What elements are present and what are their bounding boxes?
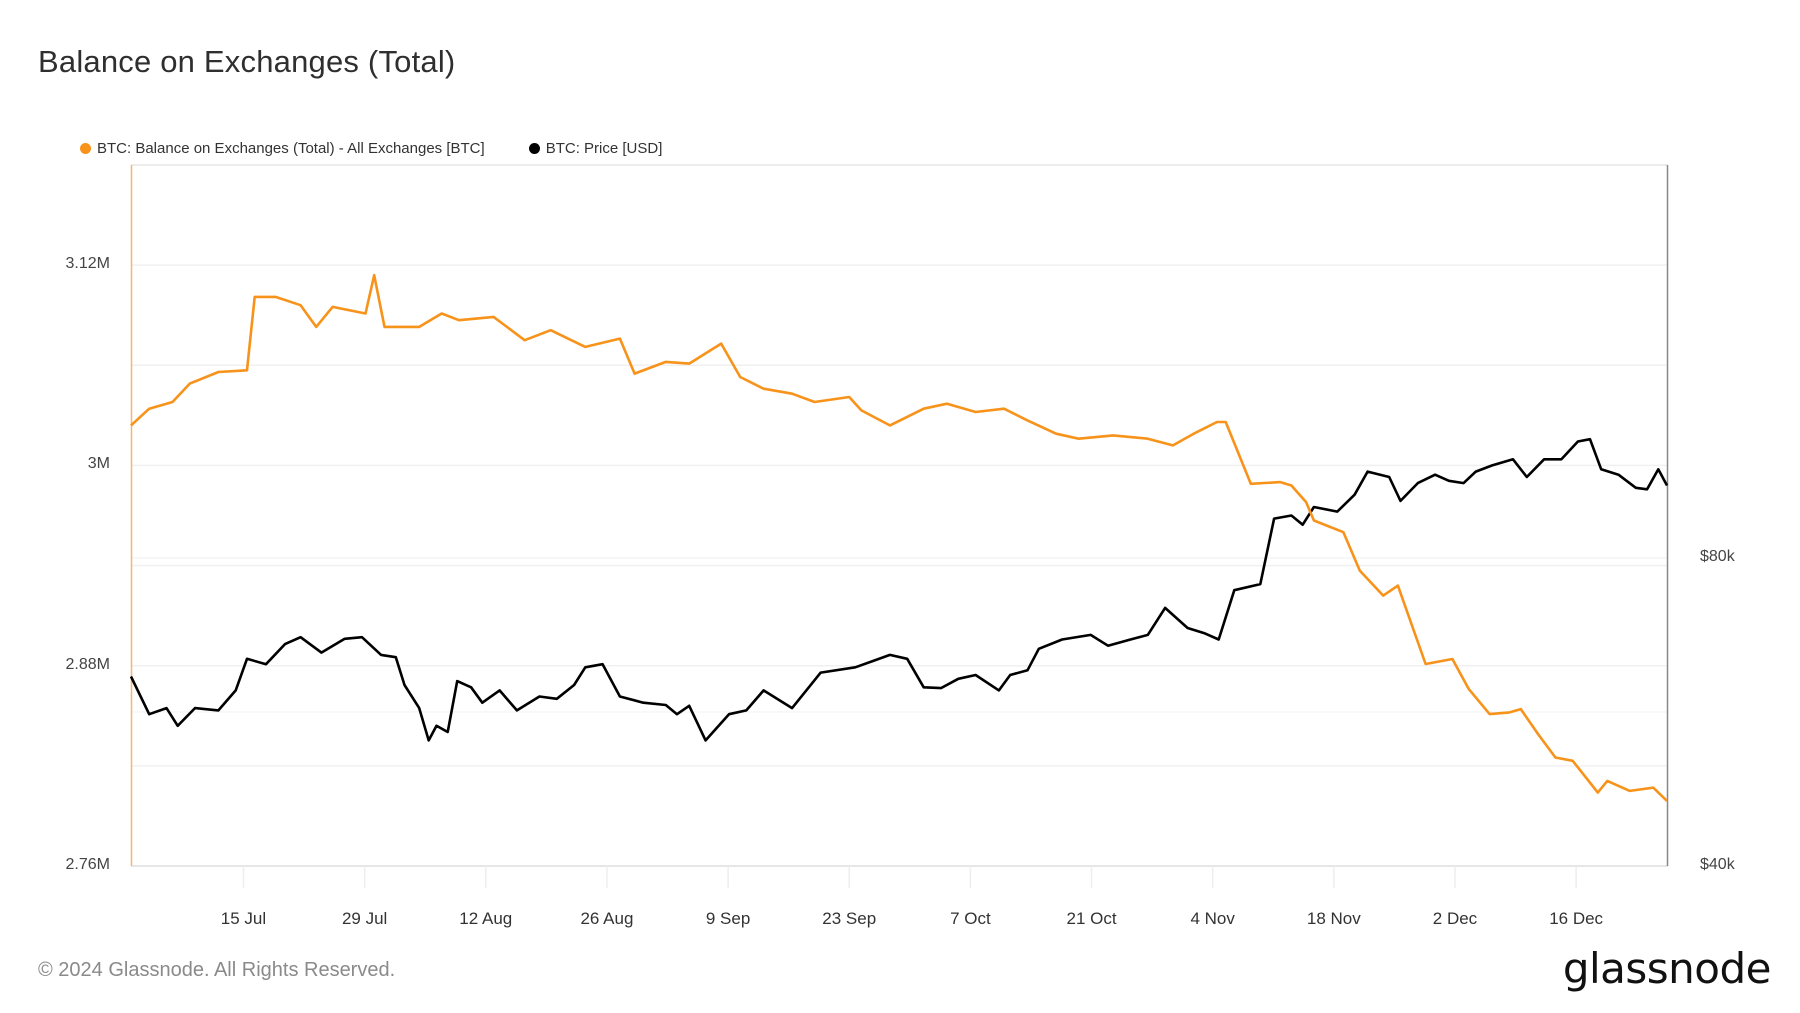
right-axis-label: $40k <box>1700 856 1735 873</box>
x-tick-label: 18 Nov <box>1306 909 1361 928</box>
orange-dot-icon <box>80 143 91 154</box>
x-tick-label: 4 Nov <box>1190 909 1235 928</box>
left-axis-label: 2.88M <box>65 655 110 673</box>
price-series-line <box>129 437 1669 742</box>
glassnode-logo: glassnode <box>1562 944 1772 993</box>
chart-title: Balance on Exchanges (Total) <box>38 44 456 79</box>
x-tick-label: 7 Oct <box>950 909 991 928</box>
x-tick-label: 9 Sep <box>705 909 751 928</box>
x-tick-label: 23 Sep <box>822 909 877 928</box>
x-tick-label: 2 Dec <box>1432 909 1478 928</box>
legend: BTC: Balance on Exchanges (Total) - All … <box>80 140 662 157</box>
x-tick-label: 12 Aug <box>459 909 513 928</box>
x-tick-label: 26 Aug <box>580 909 634 928</box>
x-tick-label: 21 Oct <box>1066 909 1117 928</box>
x-tick-label: 29 Jul <box>341 909 388 928</box>
balance-series-line <box>130 273 1668 802</box>
left-axis-label: 3M <box>87 455 110 473</box>
legend-label: BTC: Price [USD] <box>545 140 663 157</box>
gridlines <box>131 264 1667 767</box>
black-dot-icon <box>528 143 540 154</box>
x-tick-label: 16 Dec <box>1549 909 1604 928</box>
legend-item-price[interactable]: BTC: Price [USD] <box>528 140 663 157</box>
left-axis-label: 3.12M <box>65 255 110 273</box>
legend-item-exchange-balance[interactable]: BTC: Balance on Exchanges (Total) - All … <box>80 140 485 157</box>
left-axis-label: 2.76M <box>65 856 110 873</box>
x-ticks <box>242 866 1577 888</box>
right-axis-label: $80k <box>1700 547 1735 565</box>
x-tick-label: 15 Jul <box>220 909 267 928</box>
copyright-footer: © 2024 Glassnode. All Rights Reserved. <box>38 959 396 981</box>
legend-label: BTC: Balance on Exchanges (Total) - All … <box>97 140 485 157</box>
